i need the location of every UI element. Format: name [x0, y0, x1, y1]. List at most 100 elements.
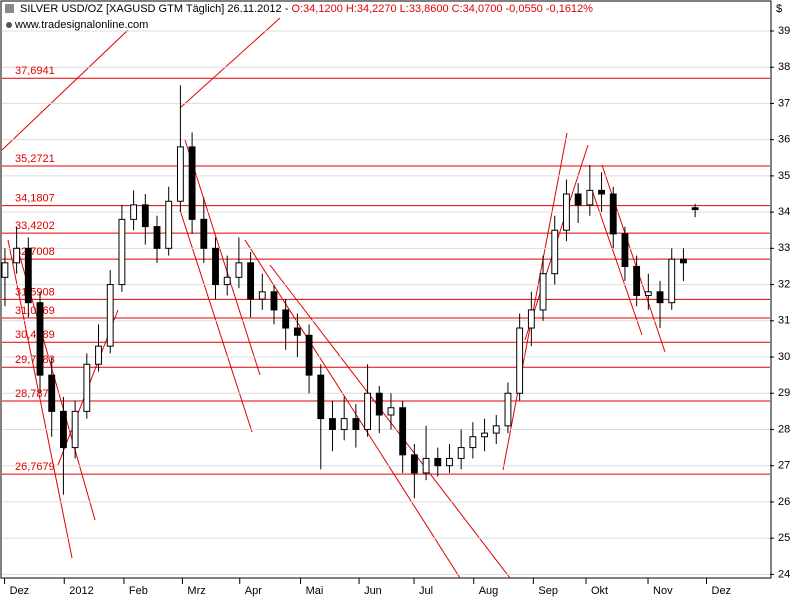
y-tick-label: 26 — [778, 496, 790, 508]
trend-line — [591, 189, 643, 336]
candle-body — [551, 229, 559, 275]
level-label: 29,7183 — [15, 354, 55, 366]
candle-body — [680, 258, 687, 264]
candle-body — [48, 374, 56, 412]
y-tick-label: 38 — [778, 61, 790, 73]
x-tick-label: Aug — [479, 585, 499, 597]
candle-body — [130, 204, 138, 220]
level-label: 31,0769 — [15, 305, 55, 317]
candle-body — [422, 457, 430, 474]
candle-body — [574, 193, 582, 206]
candle-body — [563, 193, 570, 231]
trend-line — [244, 239, 461, 579]
y-tick-label: 37 — [778, 97, 790, 109]
y-tick-label: 36 — [778, 134, 790, 146]
y-tick-label: 34 — [778, 206, 790, 218]
candle-body — [36, 302, 44, 376]
candle-body — [644, 291, 652, 296]
candle-body — [516, 327, 524, 394]
x-tick-label: Mrz — [187, 585, 205, 597]
candle-body — [329, 418, 336, 430]
candle-body — [691, 207, 699, 211]
x-tick-label: Jul — [419, 585, 433, 597]
candle-body — [212, 247, 219, 286]
x-tick-label: Sep — [538, 585, 558, 597]
candle-body — [621, 233, 629, 267]
menu-icon[interactable] — [5, 4, 14, 13]
trend-line — [184, 139, 261, 376]
level-label: 30,4089 — [15, 329, 55, 341]
candle-body — [235, 262, 243, 278]
candle-body — [305, 334, 313, 376]
link-icon — [6, 22, 12, 28]
candle-body — [656, 291, 664, 304]
level-label: 26,7679 — [15, 461, 55, 473]
y-axis-label: $ — [776, 3, 782, 15]
candle-body — [71, 410, 79, 449]
title-text: SILVER USD/OZ [XAGUSD GTM Täglich] 26.11… — [20, 3, 291, 15]
x-tick-label: Apr — [245, 585, 262, 597]
trend-line — [502, 132, 568, 471]
level-label: 31,5908 — [15, 286, 55, 298]
candle-body — [13, 247, 21, 264]
candle-body — [223, 276, 231, 286]
candle-body — [317, 374, 325, 420]
level-label: 28,7874 — [15, 388, 55, 400]
x-tick-label: 2012 — [69, 585, 93, 597]
candle-body — [188, 146, 196, 220]
candle-body — [258, 291, 266, 300]
candle-body — [457, 447, 465, 459]
candle-body — [352, 418, 360, 430]
candle-body — [598, 189, 605, 195]
candle-body — [481, 432, 488, 438]
candle-body — [176, 146, 184, 202]
y-tick-label: 39 — [778, 25, 790, 37]
candle-body — [504, 392, 512, 427]
candle-body — [1, 262, 9, 278]
trend-line — [1, 29, 129, 151]
candle-body — [141, 204, 149, 228]
candle-body — [446, 457, 453, 467]
candle-body — [399, 407, 407, 456]
y-tick-label: 27 — [778, 460, 790, 472]
candle-body — [410, 454, 418, 474]
candle-body — [247, 262, 255, 300]
candle-body — [83, 363, 91, 412]
plot-frame — [0, 0, 772, 579]
level-label: 35,2721 — [15, 153, 55, 165]
trend-line — [269, 264, 511, 579]
y-tick-label: 30 — [778, 351, 790, 363]
candle-body — [118, 218, 126, 286]
y-tick-label: 35 — [778, 170, 790, 182]
level-label: 37,6941 — [15, 65, 55, 77]
quote-text: O:34,1200 H:34,2270 L:33,8600 C:34,0700 … — [291, 3, 593, 15]
x-tick-label: Okt — [591, 585, 608, 597]
candle-body — [106, 284, 114, 347]
candle-body — [469, 436, 477, 449]
subtitle: www.tradesignalonline.com — [14, 19, 148, 31]
candle-body — [539, 273, 547, 311]
candle-body — [387, 407, 395, 416]
y-tick-label: 24 — [778, 568, 790, 580]
candle-body — [527, 309, 535, 329]
y-tick-label: 29 — [778, 387, 790, 399]
candle-body — [586, 189, 594, 206]
y-tick-label: 28 — [778, 423, 790, 435]
y-tick-label: 33 — [778, 242, 790, 254]
level-label: 34,1807 — [15, 192, 55, 204]
candle-body — [95, 345, 102, 365]
candle-body — [434, 457, 442, 467]
candle-body — [59, 410, 67, 449]
candle-body — [282, 309, 290, 329]
y-tick-label: 25 — [778, 532, 790, 544]
y-tick-label: 31 — [778, 315, 790, 327]
level-label: 33,4202 — [15, 220, 55, 232]
x-tick-label: Jun — [364, 585, 382, 597]
chart-title: SILVER USD/OZ [XAGUSD GTM Täglich] 26.11… — [20, 3, 593, 15]
candle-body — [270, 291, 278, 311]
level-label: 32,7008 — [15, 246, 55, 258]
candle-body — [364, 392, 371, 430]
candle-body — [668, 258, 676, 304]
candle-body — [293, 327, 301, 336]
